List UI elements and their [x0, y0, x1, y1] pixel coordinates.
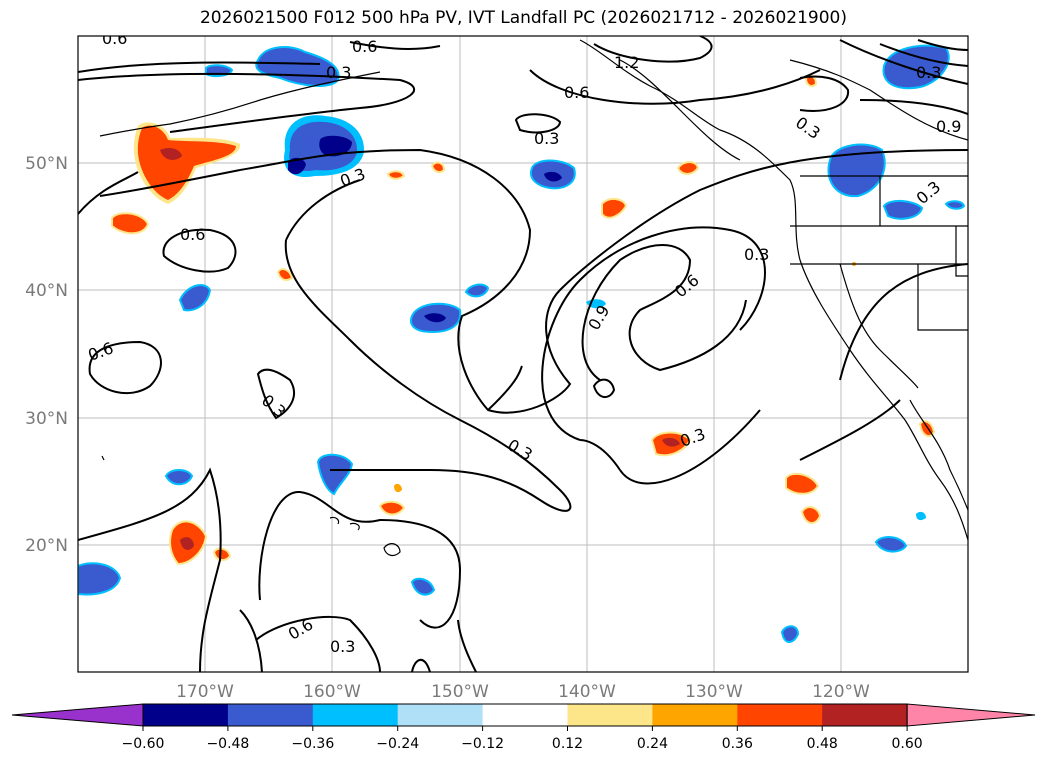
pv-blob-positive: [785, 472, 820, 495]
pv-blob-positive: [111, 212, 150, 235]
pv-blob-positive: [601, 198, 628, 219]
contour-label: 0.9: [936, 117, 961, 136]
contour-label: 0.3: [916, 63, 941, 82]
pv-blob-positive: [662, 437, 680, 447]
colorbar-extend-min: [11, 703, 144, 727]
pv-blob-positive: [386, 170, 406, 180]
longitude-labels: 170°W 160°W 150°W 140°W 130°W 120°W: [176, 682, 870, 702]
colorbar-tick-label: 0.24: [637, 736, 668, 752]
colorbar-segment: [737, 704, 823, 726]
colorbar-segment: [652, 704, 738, 726]
pv-positive-anomalies: [111, 75, 936, 566]
colorbar: −0.60 −0.48 −0.36 −0.24 −0.12 0.12 0.24 0.36 0.4…: [11, 703, 1036, 752]
latitude-labels: 50°N 40°N 30°N 20°N: [25, 154, 68, 556]
pv-blob-negative: [178, 284, 212, 312]
colorbar-segment: [312, 704, 399, 726]
pv-blob-positive: [133, 122, 241, 204]
map-panel: 0.6 0.6 0.3 0.3 1.2 0.6 0.3 0.3 0.9 0.6 …: [78, 29, 968, 672]
pv-blob-positive: [676, 161, 700, 175]
pv-blob-positive: [180, 537, 194, 550]
contour-label: 1.2: [614, 53, 639, 72]
pv-blob-positive: [800, 506, 822, 524]
colorbar-tick-label: −0.12: [461, 736, 504, 752]
contour-label: 0.6: [352, 37, 377, 56]
colorbar-frame: [142, 703, 908, 727]
lat-label: 30°N: [25, 409, 68, 429]
map-title: 2026021500 F012 500 hPa PV, IVT Landfall…: [199, 8, 847, 28]
contour-label: 0.3: [744, 245, 769, 264]
lon-label: 140°W: [558, 682, 616, 702]
pv-blob-negative: [882, 44, 950, 90]
pv-blob-positive: [212, 547, 232, 562]
coastlines: [99, 39, 968, 557]
contour-label: 0.3: [534, 129, 559, 148]
pv-blob-negative: [916, 511, 926, 521]
contour-label: 0.6: [180, 225, 205, 244]
pv-blob-negative: [780, 625, 800, 643]
lon-label: 120°W: [812, 682, 870, 702]
pv-blob-negative: [410, 577, 436, 596]
pv-blob-positive: [378, 500, 406, 516]
lon-label: 170°W: [176, 682, 234, 702]
pv-blob-negative: [874, 536, 908, 553]
colorbar-tick-label: 0.36: [722, 736, 753, 752]
contour-label: 0.3: [326, 63, 351, 82]
pv-blob-negative: [464, 283, 490, 298]
pv-blob-negative: [424, 313, 446, 323]
pv-blob-negative: [827, 143, 886, 198]
colorbar-tick-label: −0.24: [376, 736, 419, 752]
colorbar-segment: [143, 704, 229, 726]
ivt-contours: [78, 36, 968, 672]
pv-blob-negative: [316, 453, 354, 496]
lat-label: 20°N: [25, 536, 68, 556]
colorbar-segment: [227, 704, 314, 726]
pv-blob-negative: [78, 562, 122, 596]
contour-label: 0.3: [330, 637, 355, 656]
pv-blob-negative: [944, 200, 966, 210]
pv-blob-positive: [430, 161, 446, 174]
contour-label: 0.6: [102, 29, 127, 48]
lat-label: 40°N: [25, 281, 68, 301]
colorbar-segment: [822, 704, 908, 726]
colorbar-segment: [482, 704, 568, 726]
colorbar-tick-label: −0.36: [291, 736, 334, 752]
colorbar-tick-label: −0.48: [206, 736, 249, 752]
contour-label: 0.6: [564, 83, 589, 102]
colorbar-segment: [397, 704, 484, 726]
colorbar-tick-label: 0.12: [552, 736, 583, 752]
pv-blob-positive: [276, 268, 294, 281]
pv-blob-negative: [544, 171, 562, 182]
colorbar-tick-label: 0.48: [807, 736, 838, 752]
colorbar-tick-label: 0.60: [892, 736, 923, 752]
map-frame: [77, 35, 969, 673]
lon-label: 160°W: [303, 682, 361, 702]
pv-blob-positive: [394, 483, 402, 493]
lon-label: 130°W: [685, 682, 743, 702]
pv-blob-negative: [164, 469, 194, 486]
colorbar-segment: [567, 704, 653, 726]
lon-label: 150°W: [431, 682, 489, 702]
lat-label: 50°N: [25, 154, 68, 174]
colorbar-extend-max: [906, 703, 1036, 727]
colorbar-tick-label: −0.60: [122, 736, 165, 752]
pv-blob-negative: [882, 200, 924, 220]
